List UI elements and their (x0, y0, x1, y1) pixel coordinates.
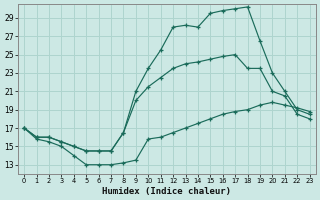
X-axis label: Humidex (Indice chaleur): Humidex (Indice chaleur) (102, 187, 231, 196)
